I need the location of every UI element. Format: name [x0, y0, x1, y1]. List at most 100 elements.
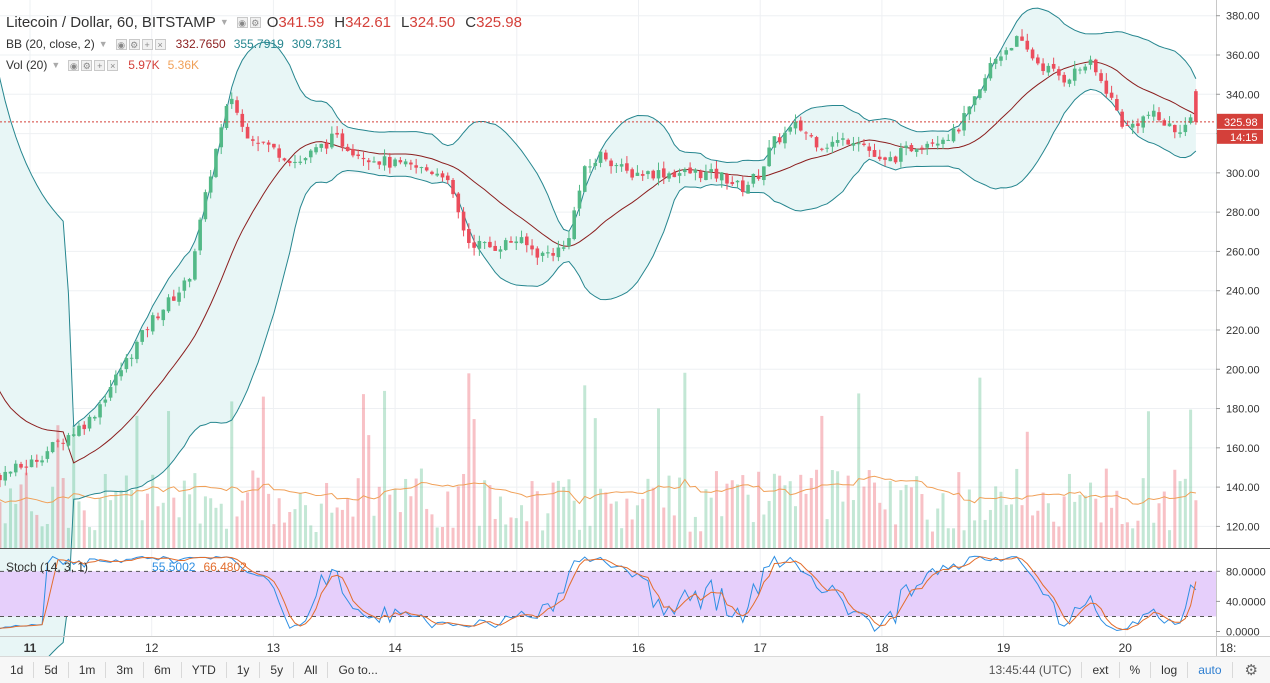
log-toggle[interactable]: log: [1161, 663, 1178, 677]
volume-bar: [193, 473, 197, 548]
settings-icon[interactable]: ⚙: [128, 38, 140, 50]
gear-icon[interactable]: ⚙: [1244, 662, 1258, 679]
volume-bar: [1099, 522, 1103, 548]
volume-bar: [456, 486, 460, 548]
volume-bar: [93, 530, 97, 548]
volume-bar: [119, 490, 123, 548]
settings-icon[interactable]: ⚙: [249, 16, 261, 28]
vol-label[interactable]: Vol (20): [6, 58, 48, 72]
candle-body: [862, 143, 866, 145]
volume-bar: [551, 482, 555, 548]
candle-body: [762, 166, 766, 181]
eye-icon[interactable]: ◉: [115, 38, 127, 50]
percent-toggle[interactable]: %: [1129, 663, 1141, 677]
range-1m[interactable]: 1m: [78, 663, 96, 677]
candle-body: [540, 252, 545, 256]
volume-bar: [593, 418, 597, 548]
chevron-down-icon[interactable]: ▼: [98, 39, 108, 49]
volume-bar: [556, 480, 560, 548]
vol-ma-value: 5.36K: [167, 58, 199, 72]
range-all[interactable]: All: [304, 663, 318, 677]
add-icon[interactable]: +: [141, 38, 153, 50]
bb-label[interactable]: BB (20, close, 2): [6, 37, 95, 51]
candle-body: [272, 143, 276, 148]
candle-body: [651, 170, 656, 179]
volume-bar: [978, 377, 982, 548]
range-ytd[interactable]: YTD: [191, 663, 216, 677]
volume-bar: [151, 474, 155, 548]
stoch-label[interactable]: Stoch (14, 3, 1): [6, 560, 89, 574]
range-5d[interactable]: 5d: [44, 663, 58, 677]
eye-icon[interactable]: ◉: [236, 16, 248, 28]
volume-bar: [599, 488, 603, 548]
volume-bar: [657, 408, 661, 548]
candle-body: [45, 451, 50, 459]
range-1d[interactable]: 1d: [10, 663, 24, 677]
stoch-legend: Stoch (14, 3, 1) 55.5002 66.4802: [6, 558, 247, 576]
candle-body: [1194, 91, 1198, 122]
volume-bar: [256, 477, 260, 548]
close-icon[interactable]: ×: [107, 59, 119, 71]
volume-bar: [793, 506, 797, 548]
clock-time[interactable]: 13:45:44 (UTC): [988, 663, 1072, 677]
price-tick-label: 340.00: [1226, 89, 1260, 101]
volume-bar: [440, 526, 444, 548]
candle-body: [503, 240, 508, 250]
volume-bar: [1178, 481, 1182, 548]
candle-body: [287, 161, 292, 164]
volume-bar: [414, 478, 418, 548]
volume-bar: [1162, 491, 1166, 548]
volume-bar: [114, 491, 118, 548]
volume-bar: [351, 516, 355, 548]
volume-bar: [1046, 503, 1050, 548]
volume-bar: [630, 519, 634, 548]
close-icon[interactable]: ×: [154, 38, 166, 50]
volume-bar: [909, 487, 913, 548]
auto-toggle[interactable]: auto: [1198, 663, 1222, 677]
range-1y[interactable]: 1y: [236, 663, 250, 677]
candle-body: [877, 156, 882, 160]
candle-body: [609, 160, 613, 167]
time-label: 18: [875, 641, 889, 655]
candle-body: [625, 163, 629, 171]
volume-bar: [477, 525, 481, 548]
candle-body: [788, 127, 793, 132]
candle-body: [909, 145, 914, 152]
candle-body: [1067, 79, 1072, 84]
volume-bar: [3, 523, 7, 548]
range-3m[interactable]: 3m: [116, 663, 134, 677]
candle-body: [714, 168, 719, 179]
volume-bar: [983, 519, 987, 548]
candle-body: [519, 237, 524, 244]
eye-icon[interactable]: ◉: [68, 59, 80, 71]
volume-bar: [167, 411, 171, 548]
price-chart[interactable]: 380.00360.00340.00320.00300.00280.00260.…: [0, 0, 1270, 656]
candle-body: [1025, 40, 1030, 50]
candle-body: [804, 132, 808, 134]
candle-body: [150, 315, 155, 332]
goto-button[interactable]: Go to...: [338, 663, 378, 677]
volume-bar: [493, 518, 497, 548]
candle-body: [467, 228, 471, 243]
add-icon[interactable]: +: [94, 59, 106, 71]
range-6m[interactable]: 6m: [154, 663, 171, 677]
chevron-down-icon[interactable]: ▼: [219, 17, 229, 27]
volume-bar: [340, 509, 344, 548]
candle-body: [677, 173, 682, 176]
candle-body: [698, 170, 703, 179]
candle-body: [809, 135, 814, 137]
candle-body: [588, 166, 592, 168]
volume-bar: [0, 501, 2, 548]
volume-bar: [772, 473, 776, 548]
settings-icon[interactable]: ⚙: [81, 59, 93, 71]
candle-body: [783, 132, 787, 144]
volume-bar: [298, 492, 302, 548]
symbol-title[interactable]: Litecoin / Dollar, 60, BITSTAMP: [6, 13, 216, 31]
candle-body: [1072, 68, 1077, 81]
range-5y[interactable]: 5y: [270, 663, 284, 677]
candle-body: [756, 175, 761, 179]
chevron-down-icon[interactable]: ▼: [51, 60, 61, 70]
volume-bar: [251, 470, 255, 548]
ext-toggle[interactable]: ext: [1092, 663, 1109, 677]
